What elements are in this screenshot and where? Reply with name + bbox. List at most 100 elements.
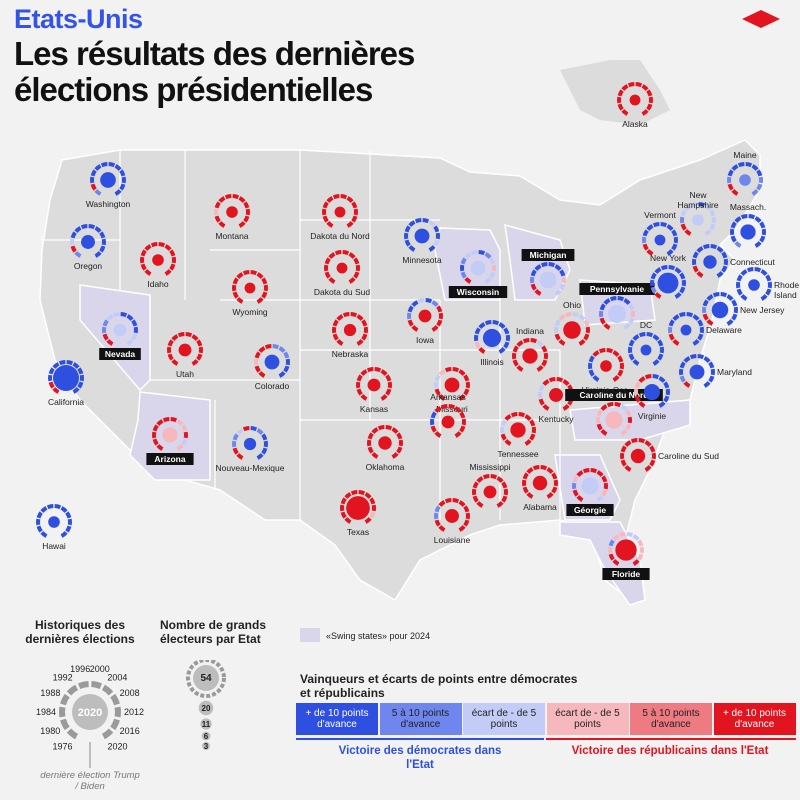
state-missouri-segment-0: [438, 394, 446, 401]
state-rhode-island-segment-3: [736, 274, 743, 282]
state-california-segment-11: [72, 387, 80, 394]
state-maine-segment-6: [745, 162, 753, 168]
state-caroline-du-nord-segment-5: [606, 402, 614, 408]
state-connecticut-segment-10: [721, 265, 728, 273]
state-pennsylvanie-segment-11: [623, 323, 631, 330]
state-oregon-label: Oregon: [74, 261, 103, 271]
swing-swatch: [300, 628, 320, 642]
state-pennsylvanie-segment-6: [617, 296, 625, 302]
state-colorado-segment-6: [272, 344, 280, 350]
state-kansas-segment-7: [380, 369, 388, 376]
state-alabama-segment-3: [522, 472, 529, 480]
state-delaware-segment-4: [672, 314, 680, 321]
state-wisconsin-segment-1: [460, 271, 467, 279]
history-segment-1: [60, 718, 70, 731]
state-oklahoma: Oklahoma: [366, 425, 405, 472]
state-floride: Floride: [602, 532, 650, 580]
state-texas-segment-11: [364, 517, 372, 524]
history-center-year: 2020: [78, 707, 102, 719]
state-arizona-segment-3: [152, 424, 159, 432]
state-georgie: Géorgie: [566, 468, 614, 516]
state-louisiane: Louisiane: [434, 498, 470, 545]
state-tennessee-segment-7: [524, 414, 532, 421]
state-wisconsin-segment-3: [460, 257, 467, 265]
state-maryland-segment-10: [708, 375, 715, 383]
state-washington-dot: [100, 172, 116, 188]
state-kansas-segment-10: [385, 388, 392, 396]
map-land: [39, 60, 761, 606]
state-dakota-du-sud-segment-5: [334, 250, 342, 256]
state-arkansas-segment-3: [430, 411, 437, 419]
state-idaho-segment-1: [140, 263, 147, 271]
state-montana-label: Montana: [215, 231, 248, 241]
state-rhode-island-label: Island: [774, 290, 797, 300]
state-mississippi-label: Mississippi: [469, 462, 510, 472]
state-pennsylvanie-dot: [607, 304, 627, 324]
state-dakota-du-nord-segment-8: [351, 201, 358, 209]
state-wyoming-label: Wyoming: [232, 307, 268, 317]
state-washington-segment-1: [90, 183, 97, 191]
state-dc-segment-10: [657, 353, 664, 361]
state-virginie-occ-segment-1: [588, 369, 595, 377]
state-rhode-island-label: Rhode: [774, 280, 799, 290]
state-dakota-du-sud-segment-3: [324, 257, 331, 265]
state-new-jersey-segment-0: [706, 319, 714, 326]
state-missouri-segment-10: [463, 388, 470, 396]
state-texas-segment-10: [369, 511, 376, 519]
state-alabama-segment-11: [546, 492, 554, 499]
state-nebraska-segment-0: [336, 339, 344, 346]
state-virginie-segment-5: [644, 374, 652, 380]
state-iowa-dot: [418, 309, 432, 323]
state-maine-segment-8: [756, 169, 763, 177]
state-missouri-segment-7: [458, 369, 466, 376]
state-dakota-du-nord-segment-0: [326, 221, 334, 228]
state-caroline-du-nord-segment-1: [596, 423, 603, 431]
state-colorado-segment-7: [278, 346, 286, 353]
state-arkansas-segment-6: [448, 404, 456, 410]
state-washington: Washington: [86, 162, 131, 209]
state-new-hampshire-label: New: [689, 190, 707, 200]
state-oklahoma-segment-10: [396, 446, 403, 454]
state-nouveau-mexique-segment-4: [236, 428, 244, 435]
state-caroline-du-sud-label: Caroline du Sud: [658, 451, 719, 461]
state-dakota-du-nord-segment-1: [322, 215, 329, 223]
state-michigan-segment-5: [540, 262, 548, 268]
state-oregon: Oregon: [70, 224, 106, 271]
state-utah-segment-10: [196, 353, 203, 361]
state-colorado-dot: [264, 354, 280, 370]
state-vermont-dot: [654, 234, 666, 246]
state-indiana-segment-4: [516, 340, 524, 347]
state-new-jersey-segment-3: [702, 299, 709, 307]
history-segment-8: [110, 693, 120, 706]
state-dakota-du-nord-segment-10: [351, 215, 358, 223]
state-idaho-segment-8: [169, 249, 176, 257]
state-new-york-label: New York: [650, 253, 687, 263]
state-washington-segment-0: [94, 189, 102, 196]
state-alabama-label: Alabama: [523, 502, 557, 512]
state-michigan-label: Michigan: [530, 250, 567, 260]
state-nevada-segment-4: [106, 314, 114, 321]
state-dakota-du-nord-label: Dakota du Nord: [310, 231, 370, 241]
history-year-2016: 2016: [120, 726, 140, 736]
state-washington-segment-4: [94, 164, 102, 171]
state-minnesota-segment-11: [428, 245, 436, 252]
state-alabama-segment-1: [522, 486, 529, 494]
state-caroline-du-nord-segment-10: [625, 423, 632, 431]
state-new-hampshire-segment-10: [709, 223, 716, 231]
state-georgie-segment-10: [601, 489, 608, 497]
state-montana-segment-0: [218, 221, 226, 228]
state-massach-segment-0: [734, 241, 742, 248]
state-arizona-segment-11: [176, 444, 184, 451]
state-ohio-segment-11: [578, 339, 586, 346]
state-iowa-segment-6: [425, 298, 433, 304]
state-floride-dot: [615, 539, 637, 561]
state-rhode-island-segment-0: [740, 294, 748, 301]
state-markers: Alaska Washington Oregon California Hawai Ida…: [36, 82, 799, 580]
state-indiana-segment-7: [536, 340, 544, 347]
state-tennessee-segment-4: [504, 414, 512, 421]
state-maine-segment-0: [731, 189, 739, 196]
state-alabama: Alabama: [522, 465, 558, 512]
history-segment-6: [91, 681, 103, 690]
margin-box-4: 5 à 10 points d'avance: [630, 703, 712, 735]
